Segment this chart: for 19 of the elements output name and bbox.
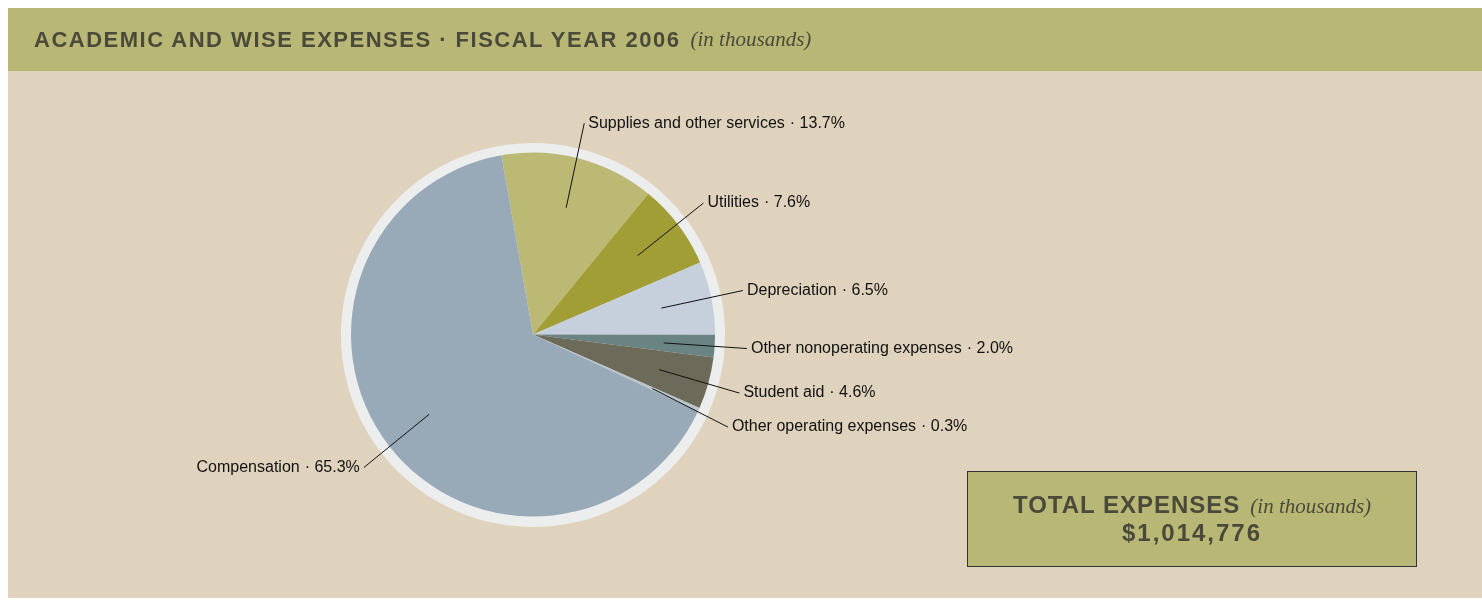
data-label: · 2.0% [966,338,1014,356]
data-label: · 0.3% [921,417,968,435]
slice-label: Student aid [743,383,825,401]
chart-subtitle: (in thousands) [690,27,812,52]
text: TOTAL EXPENSES [1012,491,1241,518]
data-label: · 13.7% [789,113,845,131]
data-label: · 65.3% [304,457,360,475]
slice-label: Other operating expenses [731,417,917,435]
slice-label: Other nonoperating expenses [750,338,962,356]
chart-title: ACADEMIC AND WISE EXPENSES · FISCAL YEAR 2006 [34,26,681,53]
data-label: · 7.6% [763,193,811,211]
text: (in thousands) [1250,494,1372,518]
slice-label: Depreciation [746,280,837,298]
data-label: · 6.5% [841,280,888,298]
slice-label: Supplies and other services [588,113,785,131]
text: $1,014,776 [1121,519,1263,547]
slice-label: Utilities [707,193,759,211]
slice-label: Compensation [196,457,300,475]
data-label: · 4.6% [829,383,876,401]
